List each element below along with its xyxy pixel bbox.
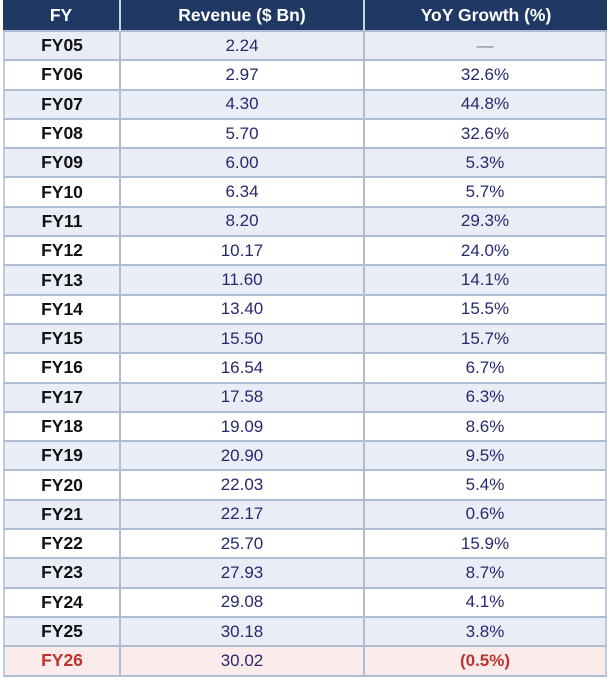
revenue-cell: 19.09 xyxy=(119,412,363,443)
yoy-cell: 6.3% xyxy=(363,383,607,413)
revenue-cell: 30.02 xyxy=(119,647,363,677)
table-row: FY17 17.58 6.3% xyxy=(3,383,607,413)
yoy-cell: 15.9% xyxy=(363,530,607,560)
yoy-cell: 15.7% xyxy=(363,324,607,355)
revenue-cell: 16.54 xyxy=(119,354,363,384)
yoy-cell: 32.6% xyxy=(363,61,607,91)
fy-cell: FY26 xyxy=(3,647,119,677)
table-row: FY13 11.60 14.1% xyxy=(3,266,607,296)
fy-cell: FY11 xyxy=(3,207,119,238)
revenue-cell: 25.70 xyxy=(119,530,363,560)
table-row: FY23 27.93 8.7% xyxy=(3,559,607,589)
yoy-cell: 32.6% xyxy=(363,119,607,150)
yoy-cell: 5.7% xyxy=(363,178,607,208)
fy-cell: FY07 xyxy=(3,90,119,120)
revenue-cell: 2.24 xyxy=(119,32,363,62)
fy-cell: FY24 xyxy=(3,588,119,618)
fy-cell: FY17 xyxy=(3,383,119,413)
yoy-cell: — xyxy=(363,32,607,62)
fy-cell: FY15 xyxy=(3,324,119,355)
yoy-cell: 44.8% xyxy=(363,90,607,120)
fy-cell: FY21 xyxy=(3,500,119,531)
yoy-cell: 14.1% xyxy=(363,266,607,296)
yoy-cell: 5.4% xyxy=(363,471,607,501)
table-row: FY10 6.34 5.7% xyxy=(3,178,607,208)
table-row: FY25 30.18 3.8% xyxy=(3,617,607,648)
table-row: FY08 5.70 32.6% xyxy=(3,119,607,150)
revenue-cell: 13.40 xyxy=(119,295,363,325)
fy-cell: FY05 xyxy=(3,32,119,62)
table-header: FY Revenue ($ Bn) YoY Growth (%) xyxy=(3,0,607,32)
revenue-cell: 8.20 xyxy=(119,207,363,238)
yoy-cell: 9.5% xyxy=(363,442,607,472)
table-row: FY06 2.97 32.6% xyxy=(3,61,607,91)
fy-cell: FY20 xyxy=(3,471,119,501)
revenue-cell: 5.70 xyxy=(119,119,363,150)
fy-cell: FY06 xyxy=(3,61,119,91)
fy-cell: FY14 xyxy=(3,295,119,325)
revenue-cell: 29.08 xyxy=(119,588,363,618)
table-row: FY14 13.40 15.5% xyxy=(3,295,607,325)
yoy-cell: 4.1% xyxy=(363,588,607,618)
fy-cell: FY10 xyxy=(3,178,119,208)
yoy-cell: 5.3% xyxy=(363,149,607,179)
fy-cell: FY13 xyxy=(3,266,119,296)
revenue-cell: 4.30 xyxy=(119,90,363,120)
revenue-cell: 27.93 xyxy=(119,559,363,589)
revenue-cell: 6.00 xyxy=(119,149,363,179)
table-row: FY20 22.03 5.4% xyxy=(3,471,607,501)
yoy-cell: (0.5%) xyxy=(363,647,607,677)
fy-cell: FY25 xyxy=(3,617,119,648)
fy-cell: FY08 xyxy=(3,119,119,150)
table-row: FY15 15.50 15.7% xyxy=(3,324,607,355)
yoy-cell: 29.3% xyxy=(363,207,607,238)
table-row: FY19 20.90 9.5% xyxy=(3,442,607,472)
revenue-table: FY Revenue ($ Bn) YoY Growth (%) FY05 2.2… xyxy=(3,0,607,677)
header-cell-yoy: YoY Growth (%) xyxy=(363,0,607,32)
fy-cell: FY16 xyxy=(3,354,119,384)
fy-cell: FY18 xyxy=(3,412,119,443)
yoy-cell: 8.6% xyxy=(363,412,607,443)
header-cell-revenue: Revenue ($ Bn) xyxy=(119,0,363,32)
table-body: FY05 2.24— FY06 2.97 32.6% FY07 4.30 44.8% FY08 5… xyxy=(3,32,607,677)
header-row: FY Revenue ($ Bn) YoY Growth (%) xyxy=(3,0,607,32)
revenue-cell: 10.17 xyxy=(119,237,363,267)
revenue-cell: 30.18 xyxy=(119,617,363,648)
revenue-cell: 22.17 xyxy=(119,500,363,531)
revenue-cell: 15.50 xyxy=(119,324,363,355)
table-row: FY18 19.09 8.6% xyxy=(3,412,607,443)
table-row: FY24 29.08 4.1% xyxy=(3,588,607,618)
revenue-cell: 17.58 xyxy=(119,383,363,413)
revenue-cell: 20.90 xyxy=(119,442,363,472)
header-cell-fy: FY xyxy=(3,0,119,32)
table-row: FY07 4.30 44.8% xyxy=(3,90,607,120)
fy-cell: FY09 xyxy=(3,149,119,179)
fy-cell: FY12 xyxy=(3,237,119,267)
revenue-cell: 2.97 xyxy=(119,61,363,91)
table-row: FY05 2.24— xyxy=(3,32,607,62)
yoy-cell: 6.7% xyxy=(363,354,607,384)
yoy-cell: 3.8% xyxy=(363,617,607,648)
table-row: FY26 30.02 (0.5%) xyxy=(3,647,607,677)
revenue-cell: 22.03 xyxy=(119,471,363,501)
yoy-cell: 0.6% xyxy=(363,500,607,531)
revenue-cell: 11.60 xyxy=(119,266,363,296)
table-row: FY22 25.70 15.9% xyxy=(3,530,607,560)
revenue-cell: 6.34 xyxy=(119,178,363,208)
yoy-cell: 8.7% xyxy=(363,559,607,589)
fy-cell: FY22 xyxy=(3,530,119,560)
table-row: FY11 8.20 29.3% xyxy=(3,207,607,238)
yoy-cell: 24.0% xyxy=(363,237,607,267)
fy-cell: FY23 xyxy=(3,559,119,589)
table-row: FY12 10.17 24.0% xyxy=(3,237,607,267)
table-row: FY16 16.54 6.7% xyxy=(3,354,607,384)
table-row: FY09 6.00 5.3% xyxy=(3,149,607,179)
yoy-cell: 15.5% xyxy=(363,295,607,325)
fy-cell: FY19 xyxy=(3,442,119,472)
table-row: FY21 22.17 0.6% xyxy=(3,500,607,531)
